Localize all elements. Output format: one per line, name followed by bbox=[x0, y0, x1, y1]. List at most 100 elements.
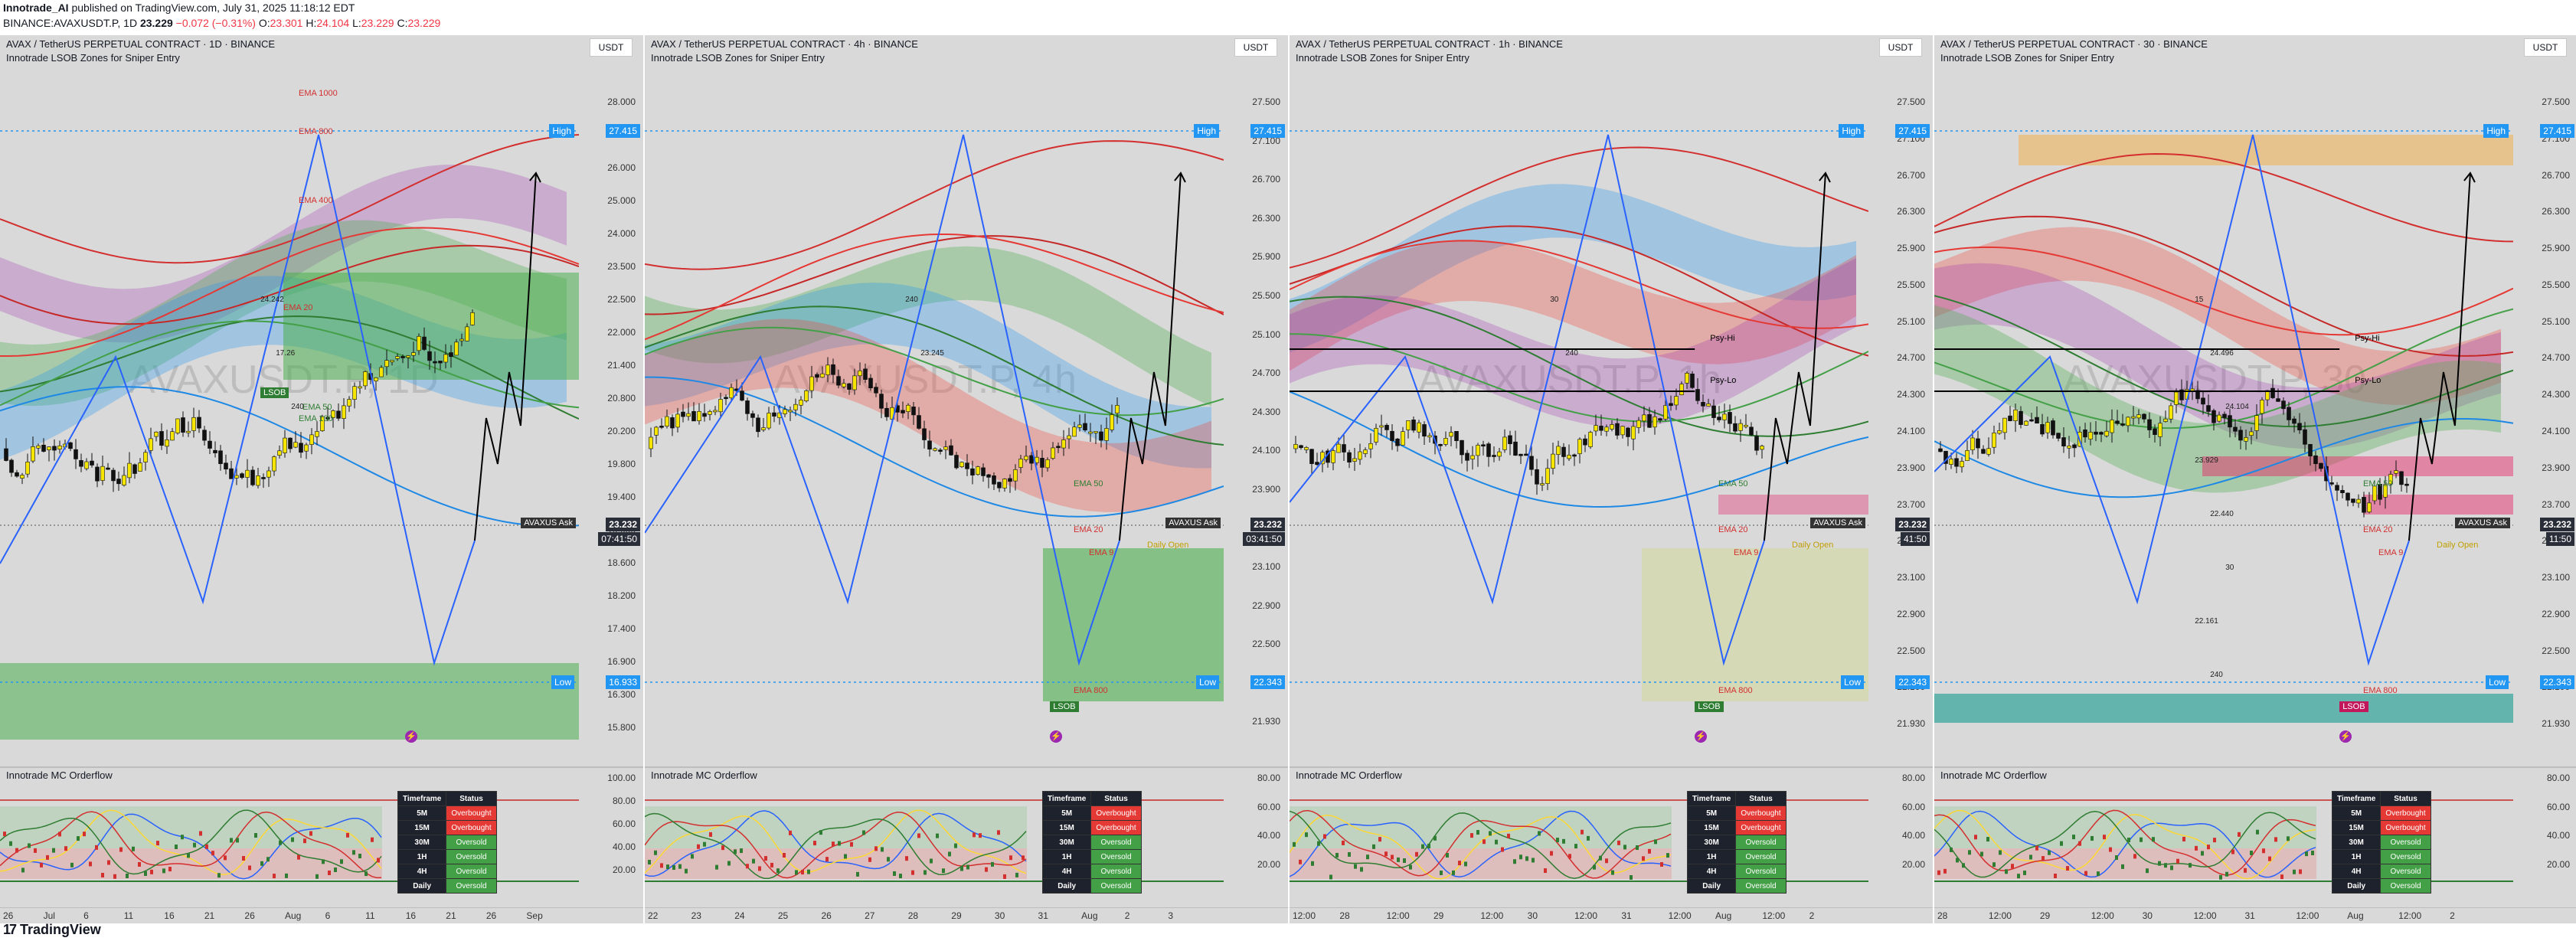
candle-body bbox=[2217, 414, 2221, 422]
time-axis[interactable]: 12:00 28 12:00 29 12:00 30 12:00 31 12:00 Aug 12:0… bbox=[1290, 907, 1933, 923]
table-cell-timeframe: 5M bbox=[1041, 805, 1092, 821]
currency-selector[interactable]: USDT bbox=[1234, 38, 1277, 57]
orderflow-bar bbox=[83, 832, 86, 837]
candle-body bbox=[2019, 410, 2023, 425]
orderflow-bar bbox=[1299, 859, 1302, 864]
ema-line bbox=[1934, 308, 2514, 430]
price-chart-area[interactable]: EMA 50 EMA 20 EMA 9 EMA 800 Psy-Hi Psy-Lo 30 24… bbox=[1290, 66, 1869, 755]
orderflow-bar bbox=[303, 838, 306, 844]
orderflow-oscillator-pane[interactable]: Innotrade MC Orderflow 80.00 60.00 40.00 20.… bbox=[1290, 766, 1933, 910]
orderflow-bar bbox=[832, 841, 835, 847]
zone-value-label: 240 bbox=[291, 403, 304, 411]
oscillator-tick: 80.00 bbox=[1257, 773, 1280, 783]
orderflow-bar bbox=[297, 854, 300, 860]
orderflow-bar bbox=[113, 874, 116, 879]
candle-body bbox=[2067, 446, 2071, 449]
orderflow-bar bbox=[328, 870, 331, 875]
time-axis[interactable]: 26 Jul 6 11 16 21 26 Aug 6 11 16 21 26 Sep bbox=[0, 907, 643, 923]
currency-selector[interactable]: USDT bbox=[2524, 38, 2567, 57]
orderflow-oscillator-pane[interactable]: Innotrade MC Orderflow 80.00 60.00 40.00 20.… bbox=[1934, 766, 2576, 910]
orderflow-bar bbox=[752, 858, 755, 864]
candle-body bbox=[1304, 447, 1309, 450]
candle-body bbox=[111, 469, 116, 482]
orderflow-bar bbox=[1446, 853, 1449, 858]
ask-price-label: AVAXUS Ask bbox=[1810, 518, 1865, 528]
orderflow-bar bbox=[973, 832, 976, 838]
orderflow-bar bbox=[2042, 856, 2045, 861]
orderflow-bar bbox=[1968, 850, 1971, 855]
price-chart-area[interactable]: EMA 50 EMA 20 EMA 9 EMA 800 240 23.245 LSOB Dai… bbox=[645, 66, 1224, 755]
orderflow-bar bbox=[260, 861, 263, 866]
candle-body bbox=[820, 373, 825, 378]
candle-body bbox=[41, 444, 46, 452]
orderflow-oscillator-pane[interactable]: Innotrade MC Orderflow 80.00 60.00 40.00 20.… bbox=[645, 766, 1288, 910]
price-axis[interactable]: 27.500 27.100 26.700 26.300 25.900 25.500 25.1… bbox=[2513, 66, 2576, 755]
price-axis[interactable]: 27.500 27.100 26.700 26.300 25.900 25.500 25.1… bbox=[1868, 66, 1933, 755]
candle-body bbox=[927, 440, 932, 450]
candle-body bbox=[1599, 426, 1603, 431]
time-axis[interactable]: 22 23 24 25 26 27 28 29 30 31 Aug 2 3 bbox=[645, 907, 1288, 923]
lightning-icon[interactable]: ⚡ bbox=[405, 730, 418, 743]
candle-body bbox=[2238, 430, 2243, 441]
table-cell-timeframe: 5M bbox=[397, 805, 447, 821]
lightning-icon[interactable]: ⚡ bbox=[1050, 730, 1063, 743]
chart-panel-4[interactable]: AVAX / TetherUS PERPETUAL CONTRACT · 30 … bbox=[1934, 35, 2576, 923]
candle-body bbox=[1067, 435, 1071, 439]
harmonic-pattern-line bbox=[1934, 134, 2410, 666]
orderflow-bar bbox=[2182, 836, 2185, 841]
orderflow-bar bbox=[979, 833, 982, 838]
candle-body bbox=[1733, 423, 1737, 432]
price-tick: 19.400 bbox=[607, 492, 636, 502]
candle-body bbox=[336, 410, 341, 419]
time-tick: Sep bbox=[526, 910, 543, 921]
tradingview-footer[interactable]: 17 TradingView bbox=[3, 922, 101, 938]
oscillator-line bbox=[1290, 810, 1672, 877]
currency-selector[interactable]: USDT bbox=[1879, 38, 1922, 57]
price-tick: 25.900 bbox=[1897, 243, 1925, 254]
candle-body bbox=[809, 376, 814, 391]
candle-body bbox=[1293, 444, 1298, 449]
orderflow-bar bbox=[346, 832, 349, 838]
price-axis[interactable]: 27.500 27.100 26.700 26.300 25.900 25.500 25.1… bbox=[1224, 66, 1288, 755]
oscillator-tick: 80.00 bbox=[2546, 773, 2570, 783]
psy-hi-label: Psy-Hi bbox=[2355, 334, 2380, 343]
candle-body bbox=[52, 446, 57, 451]
currency-selector[interactable]: USDT bbox=[590, 38, 633, 57]
candle-body bbox=[1722, 413, 1727, 420]
price-tick: 26.700 bbox=[1897, 169, 1925, 181]
price-chart-area[interactable]: EMA 1000 EMA 800 EMA 400 EMA 20 EMA 50 EMA 10… bbox=[0, 66, 580, 755]
price-axis[interactable]: 28.00027.00026.00025.00024.00023.50022.5… bbox=[579, 66, 643, 755]
price-tick: 21.400 bbox=[607, 360, 636, 371]
candle-body bbox=[842, 383, 846, 387]
candle-body bbox=[2308, 443, 2313, 457]
chart-panel-2[interactable]: AVAX / TetherUS PERPETUAL CONTRACT · 4h … bbox=[645, 35, 1290, 923]
publisher-name[interactable]: Innotrade_AI bbox=[3, 2, 69, 14]
candle-body bbox=[36, 445, 41, 449]
candle-body bbox=[90, 460, 94, 466]
candle-body bbox=[772, 412, 776, 417]
table-cell-status: Oversold bbox=[2380, 864, 2431, 879]
price-change: −0.072 (−0.31%) bbox=[175, 17, 256, 29]
orderflow-bar bbox=[1986, 837, 1989, 842]
indicator-name: Innotrade LSOB Zones for Sniper Entry bbox=[651, 52, 825, 64]
orderflow-oscillator-pane[interactable]: Innotrade MC Orderflow 100.00 80.00 60.00 40… bbox=[0, 766, 643, 910]
time-axis[interactable]: 28 12:00 29 12:00 30 12:00 31 12:00 Aug 12:00 2 bbox=[1934, 907, 2576, 923]
chart-panel-1[interactable]: AVAX / TetherUS PERPETUAL CONTRACT · 1D … bbox=[0, 35, 645, 923]
candle-body bbox=[1104, 428, 1109, 441]
candle-body bbox=[1002, 479, 1007, 488]
price-chart-area[interactable]: EMA 50 EMA 20 EMA 9 EMA 800 Psy-Hi Psy-Lo 15 24… bbox=[1934, 66, 2514, 755]
ema-ribbon-band bbox=[1290, 240, 1856, 371]
candle-body bbox=[1535, 469, 1539, 485]
candle-body bbox=[1374, 428, 1378, 443]
lightning-icon[interactable]: ⚡ bbox=[2339, 730, 2352, 743]
low-label: Low bbox=[1840, 675, 1864, 689]
time-tick: 23 bbox=[691, 910, 701, 921]
lightning-icon[interactable]: ⚡ bbox=[1695, 730, 1708, 743]
candle-body bbox=[1706, 404, 1711, 407]
oscillator-line bbox=[0, 809, 382, 875]
candle-body bbox=[2195, 390, 2200, 400]
price-tick: 24.000 bbox=[607, 228, 636, 239]
candle-body bbox=[2147, 419, 2152, 430]
orderflow-bar bbox=[150, 869, 153, 874]
chart-panel-3[interactable]: AVAX / TetherUS PERPETUAL CONTRACT · 1h … bbox=[1290, 35, 1934, 923]
